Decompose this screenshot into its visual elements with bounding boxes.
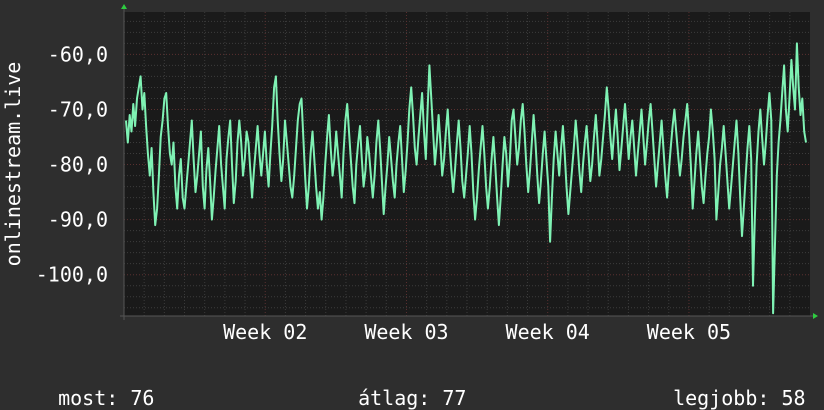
y-axis-label: onlinestream.live xyxy=(1,62,25,267)
x-tick-label: Week 03 xyxy=(364,320,448,344)
x-tick-label: Week 04 xyxy=(506,320,590,344)
x-axis-ticks: Week 02 Week 03 Week 04 Week 05 xyxy=(223,320,731,344)
series-line xyxy=(125,42,807,315)
y-tick-label: -70,0 xyxy=(48,97,108,121)
stat-current-label: most: xyxy=(58,386,119,410)
y-axis-arrow-icon xyxy=(121,4,127,9)
stat-average-value: 77 xyxy=(442,386,467,410)
y-tick-label: -90,0 xyxy=(48,208,108,232)
stat-average: átlag: 77 xyxy=(334,362,466,410)
stat-best: legjobb: 58 xyxy=(649,362,806,410)
y-tick-label: -60,0 xyxy=(48,42,108,66)
stat-current: most: 76 xyxy=(34,362,154,410)
y-tick-label: -80,0 xyxy=(48,153,108,177)
x-tick-label: Week 02 xyxy=(223,320,307,344)
axes xyxy=(120,4,818,320)
y-axis-ticks: -60,0 -70,0 -80,0 -90,0 -100,0 xyxy=(36,42,108,286)
x-axis-arrow-icon xyxy=(813,313,818,319)
stat-average-label: átlag: xyxy=(358,386,431,410)
stat-best-value: 58 xyxy=(781,386,806,410)
x-tick-label: Week 05 xyxy=(647,320,731,344)
stat-best-label: legjobb: xyxy=(673,386,770,410)
y-tick-label: -100,0 xyxy=(36,263,108,287)
stat-current-value: 76 xyxy=(130,386,155,410)
